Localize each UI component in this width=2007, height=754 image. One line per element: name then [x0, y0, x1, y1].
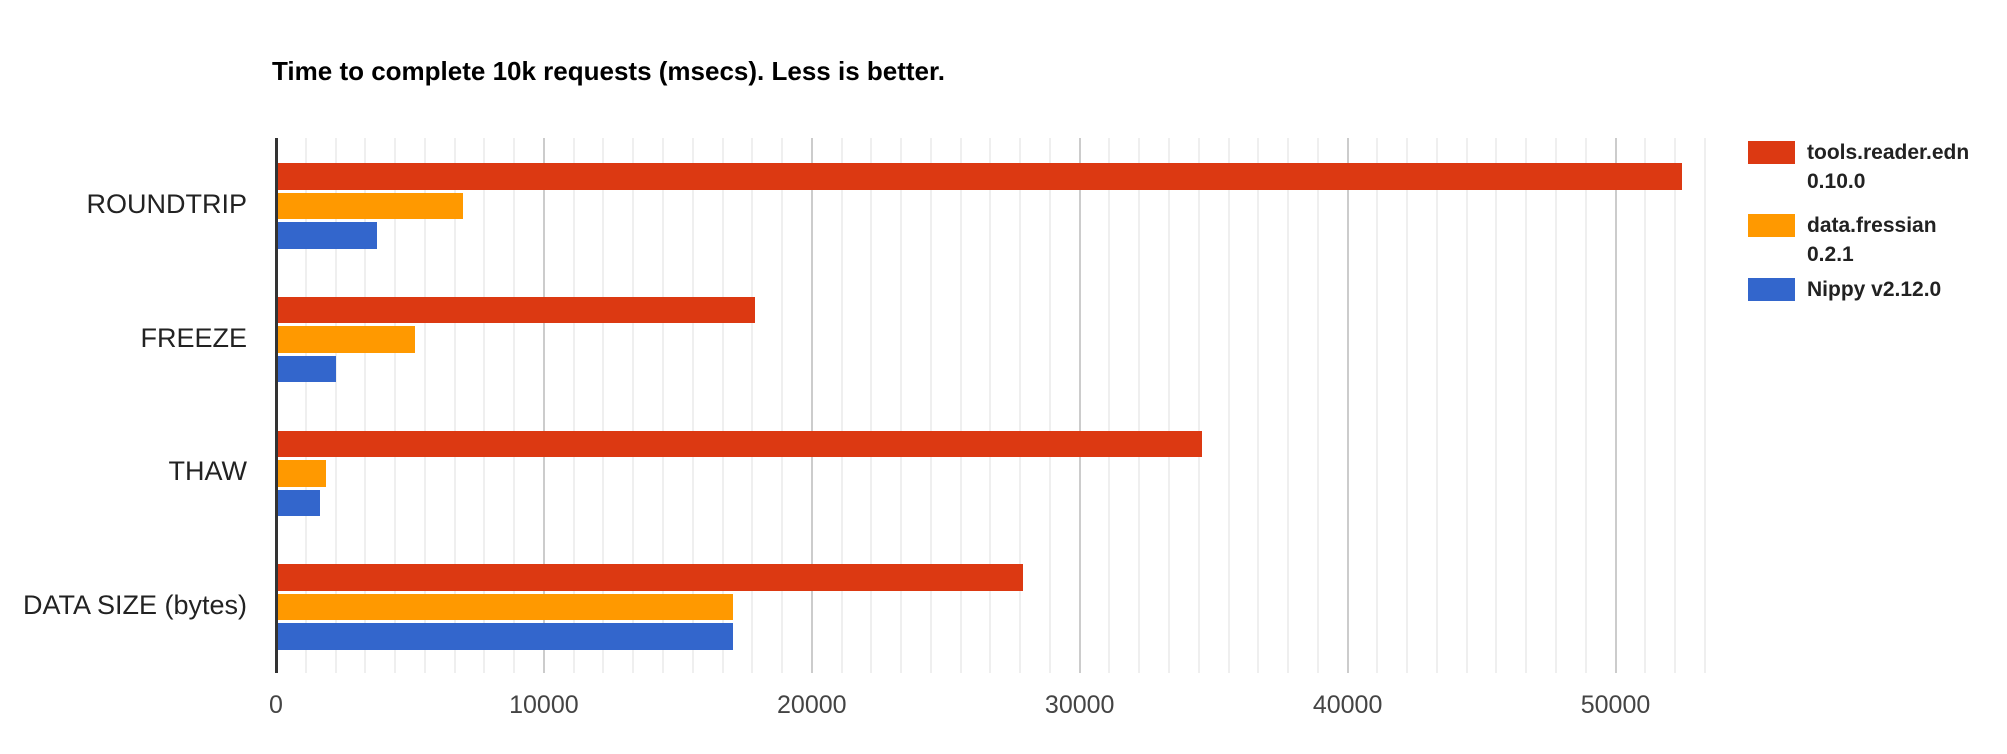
x-tick-label-10000: 10000 — [509, 691, 579, 719]
legend-label-line: 0.2.1 — [1807, 243, 1854, 266]
major-gridline — [1346, 138, 1349, 673]
bar-nippy-v2-12-0-freeze[interactable] — [278, 355, 336, 383]
legend-item-data-fressian-0-2-1: data.fressian 0.2.1 — [1748, 211, 1937, 269]
minor-gridline — [840, 138, 843, 673]
category-label-roundtrip: ROUNDTRIP — [86, 188, 248, 219]
major-gridline — [1614, 138, 1617, 673]
x-tick-label-20000: 20000 — [777, 691, 847, 719]
legend-label: tools.reader.edn 0.10.0 — [1807, 138, 1969, 196]
legend-item-nippy-v2-12-0: Nippy v2.12.0 — [1748, 275, 1941, 304]
bar-tools-reader-edn-0-10-0-roundtrip[interactable] — [278, 163, 1682, 190]
minor-gridline — [1674, 138, 1677, 673]
minor-gridline — [1108, 138, 1111, 673]
minor-gridline — [1019, 138, 1022, 673]
minor-gridline — [602, 138, 605, 673]
minor-gridline — [1406, 138, 1409, 673]
minor-gridline — [691, 138, 694, 673]
legend-label: Nippy v2.12.0 — [1807, 275, 1941, 304]
minor-gridline — [364, 138, 367, 673]
legend-label-line: tools.reader.edn — [1807, 141, 1970, 164]
legend-label: data.fressian 0.2.1 — [1807, 211, 1937, 269]
minor-gridline — [513, 138, 516, 673]
category-label-freeze: FREEZE — [140, 322, 247, 353]
minor-gridline — [453, 138, 456, 673]
minor-gridline — [1227, 138, 1230, 673]
minor-gridline — [721, 138, 724, 673]
minor-gridline — [1435, 138, 1438, 673]
chart-title: Time to complete 10k requests (msecs). L… — [272, 56, 945, 86]
category-label-data-size-bytes: DATA SIZE (bytes) — [22, 590, 247, 621]
legend-swatch-data-fressian-0-2-1 — [1748, 214, 1795, 237]
x-tick-label-40000: 40000 — [1312, 691, 1383, 719]
minor-gridline — [751, 138, 754, 673]
legend-swatch-nippy-v2-12-0 — [1748, 278, 1795, 301]
legend-label-line: Nippy v2.12.0 — [1807, 278, 1942, 301]
legend-item-tools-reader-edn-0-10-0: tools.reader.edn 0.10.0 — [1748, 138, 1969, 196]
baseline-axis — [275, 138, 278, 673]
bar-data-fressian-0-2-1-thaw[interactable] — [278, 460, 327, 487]
minor-gridline — [1138, 138, 1141, 673]
minor-gridline — [959, 138, 962, 673]
bar-tools-reader-edn-0-10-0-data-size-bytes[interactable] — [278, 564, 1023, 591]
legend-label-line: data.fressian — [1807, 214, 1937, 237]
minor-gridline — [572, 138, 575, 673]
minor-gridline — [304, 138, 307, 673]
bar-data-fressian-0-2-1-freeze[interactable] — [278, 326, 415, 353]
minor-gridline — [989, 138, 992, 673]
legend-label-line: 0.10.0 — [1807, 170, 1866, 193]
minor-gridline — [1168, 138, 1170, 673]
x-tick-label-50000: 50000 — [1580, 691, 1651, 719]
bar-data-fressian-0-2-1-roundtrip[interactable] — [278, 192, 463, 219]
minor-gridline — [661, 138, 664, 673]
minor-gridline — [870, 138, 873, 673]
minor-gridline — [1703, 138, 1706, 673]
major-gridline — [542, 138, 545, 673]
minor-gridline — [1495, 138, 1498, 673]
bar-tools-reader-edn-0-10-0-freeze[interactable] — [278, 296, 755, 324]
minor-gridline — [1376, 138, 1379, 673]
minor-gridline — [1644, 138, 1647, 673]
minor-gridline — [394, 138, 397, 673]
minor-gridline — [483, 138, 486, 673]
bar-nippy-v2-12-0-data-size-bytes[interactable] — [278, 623, 734, 650]
minor-gridline — [929, 138, 932, 673]
bar-nippy-v2-12-0-thaw[interactable] — [278, 489, 320, 516]
major-gridline — [810, 138, 813, 673]
minor-gridline — [1257, 138, 1260, 673]
legend-swatch-tools-reader-edn-0-10-0 — [1748, 141, 1795, 164]
bar-data-fressian-0-2-1-data-size-bytes[interactable] — [278, 593, 734, 621]
major-gridline — [1078, 138, 1081, 673]
minor-gridline — [1525, 138, 1528, 673]
minor-gridline — [1197, 138, 1200, 673]
minor-gridline — [900, 138, 903, 673]
minor-gridline — [781, 138, 784, 673]
bar-nippy-v2-12-0-roundtrip[interactable] — [278, 222, 378, 249]
minor-gridline — [1048, 138, 1051, 673]
minor-gridline — [1554, 138, 1557, 673]
minor-gridline — [334, 138, 337, 673]
x-tick-label-30000: 30000 — [1044, 691, 1115, 719]
category-label-thaw: THAW — [168, 456, 247, 487]
minor-gridline — [423, 138, 426, 673]
minor-gridline — [1316, 138, 1319, 673]
x-tick-label-0: 0 — [269, 691, 283, 719]
minor-gridline — [1465, 138, 1468, 673]
minor-gridline — [1287, 138, 1290, 673]
minor-gridline — [632, 138, 635, 673]
minor-gridline — [1584, 138, 1587, 673]
bar-tools-reader-edn-0-10-0-thaw[interactable] — [278, 430, 1203, 457]
